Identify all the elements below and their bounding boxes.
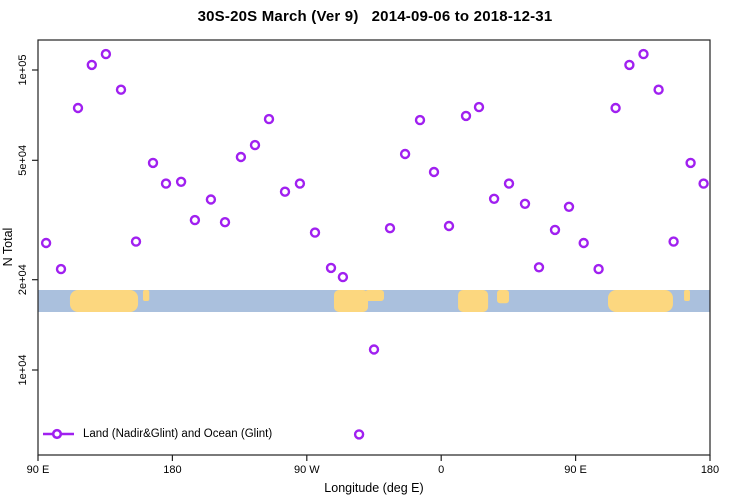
data-point bbox=[428, 166, 440, 178]
map-band-land-new-caledonia-wrap bbox=[684, 290, 690, 301]
data-point bbox=[115, 84, 127, 95]
x-axis-title: Longitude (deg E) bbox=[324, 481, 423, 495]
data-point bbox=[72, 102, 84, 114]
y-tick-label: 5e+04 bbox=[17, 145, 29, 176]
data-point-wrap bbox=[578, 237, 589, 249]
map-band-land-south-america bbox=[333, 290, 369, 312]
data-point-wrap bbox=[624, 59, 635, 71]
data-point bbox=[460, 110, 472, 122]
x-tick-label: 0 bbox=[438, 464, 444, 476]
data-point-wrap bbox=[610, 102, 621, 114]
x-tick-label: 180 bbox=[163, 464, 181, 476]
data-point bbox=[414, 114, 426, 126]
legend-marker-icon bbox=[43, 428, 74, 440]
data-point bbox=[86, 59, 98, 71]
data-point bbox=[147, 157, 159, 169]
map-band-land-new-caledonia bbox=[142, 290, 150, 301]
plot-border bbox=[37, 39, 711, 456]
data-point bbox=[40, 237, 52, 249]
data-point bbox=[337, 271, 349, 283]
data-point-wrap bbox=[638, 48, 649, 60]
data-point bbox=[294, 178, 306, 189]
data-point bbox=[488, 193, 500, 205]
data-point bbox=[175, 176, 187, 188]
data-point bbox=[309, 227, 321, 238]
data-point-wrap bbox=[698, 178, 709, 189]
data-point bbox=[235, 151, 247, 163]
data-point bbox=[384, 222, 396, 234]
data-point bbox=[519, 198, 531, 210]
map-band-land-southern-africa bbox=[458, 290, 489, 312]
legend: Land (Nadir&Glint) and Ocean (Glint) bbox=[42, 428, 272, 440]
data-point-wrap bbox=[668, 236, 679, 247]
map-band-land-madagascar bbox=[497, 290, 509, 304]
data-point-wrap bbox=[685, 157, 696, 169]
axis-layer: 90 E 180 90 W 0 90 E 180 1e+04 2e+04 5e+04 1e+05 bbox=[17, 39, 719, 476]
y-tick-label: 1e+04 bbox=[17, 355, 29, 386]
data-point bbox=[249, 139, 261, 151]
data-point bbox=[55, 263, 67, 275]
data-point bbox=[533, 262, 545, 273]
x-tick-label: 180 bbox=[701, 464, 719, 476]
data-point bbox=[549, 224, 561, 236]
data-point bbox=[503, 178, 515, 189]
data-point-wrap bbox=[593, 263, 604, 275]
map-band-layer bbox=[38, 290, 710, 312]
data-point bbox=[160, 178, 172, 189]
map-band-land-australia-wrap bbox=[608, 290, 673, 312]
data-point bbox=[100, 48, 112, 60]
data-point bbox=[130, 236, 142, 247]
map-band-land-south-america-east bbox=[365, 290, 385, 301]
x-tick-label: 90 E bbox=[27, 464, 50, 476]
data-point bbox=[219, 216, 231, 228]
data-point bbox=[279, 186, 291, 197]
data-point bbox=[189, 214, 201, 226]
x-tick-label: 90 E bbox=[564, 464, 587, 476]
data-point bbox=[473, 101, 485, 113]
data-point-layer bbox=[40, 48, 709, 440]
data-point bbox=[563, 201, 575, 213]
data-point bbox=[353, 429, 365, 440]
y-tick-label: 1e+05 bbox=[17, 55, 29, 86]
data-point bbox=[399, 148, 411, 160]
data-point bbox=[443, 220, 455, 232]
data-point-wrap bbox=[653, 84, 664, 95]
data-point bbox=[368, 344, 380, 355]
map-band-land-australia bbox=[69, 290, 139, 312]
data-point bbox=[325, 262, 337, 274]
legend-label: Land (Nadir&Glint) and Ocean (Glint) bbox=[83, 428, 273, 440]
chart-title: 30S-20S March (Ver 9) 2014-09-06 to 2018… bbox=[197, 8, 553, 25]
data-point bbox=[263, 113, 275, 125]
x-tick-label: 90 W bbox=[294, 464, 320, 476]
y-axis-title: N Total bbox=[1, 228, 15, 267]
data-point bbox=[205, 194, 217, 205]
y-tick-label: 2e+04 bbox=[17, 264, 29, 295]
